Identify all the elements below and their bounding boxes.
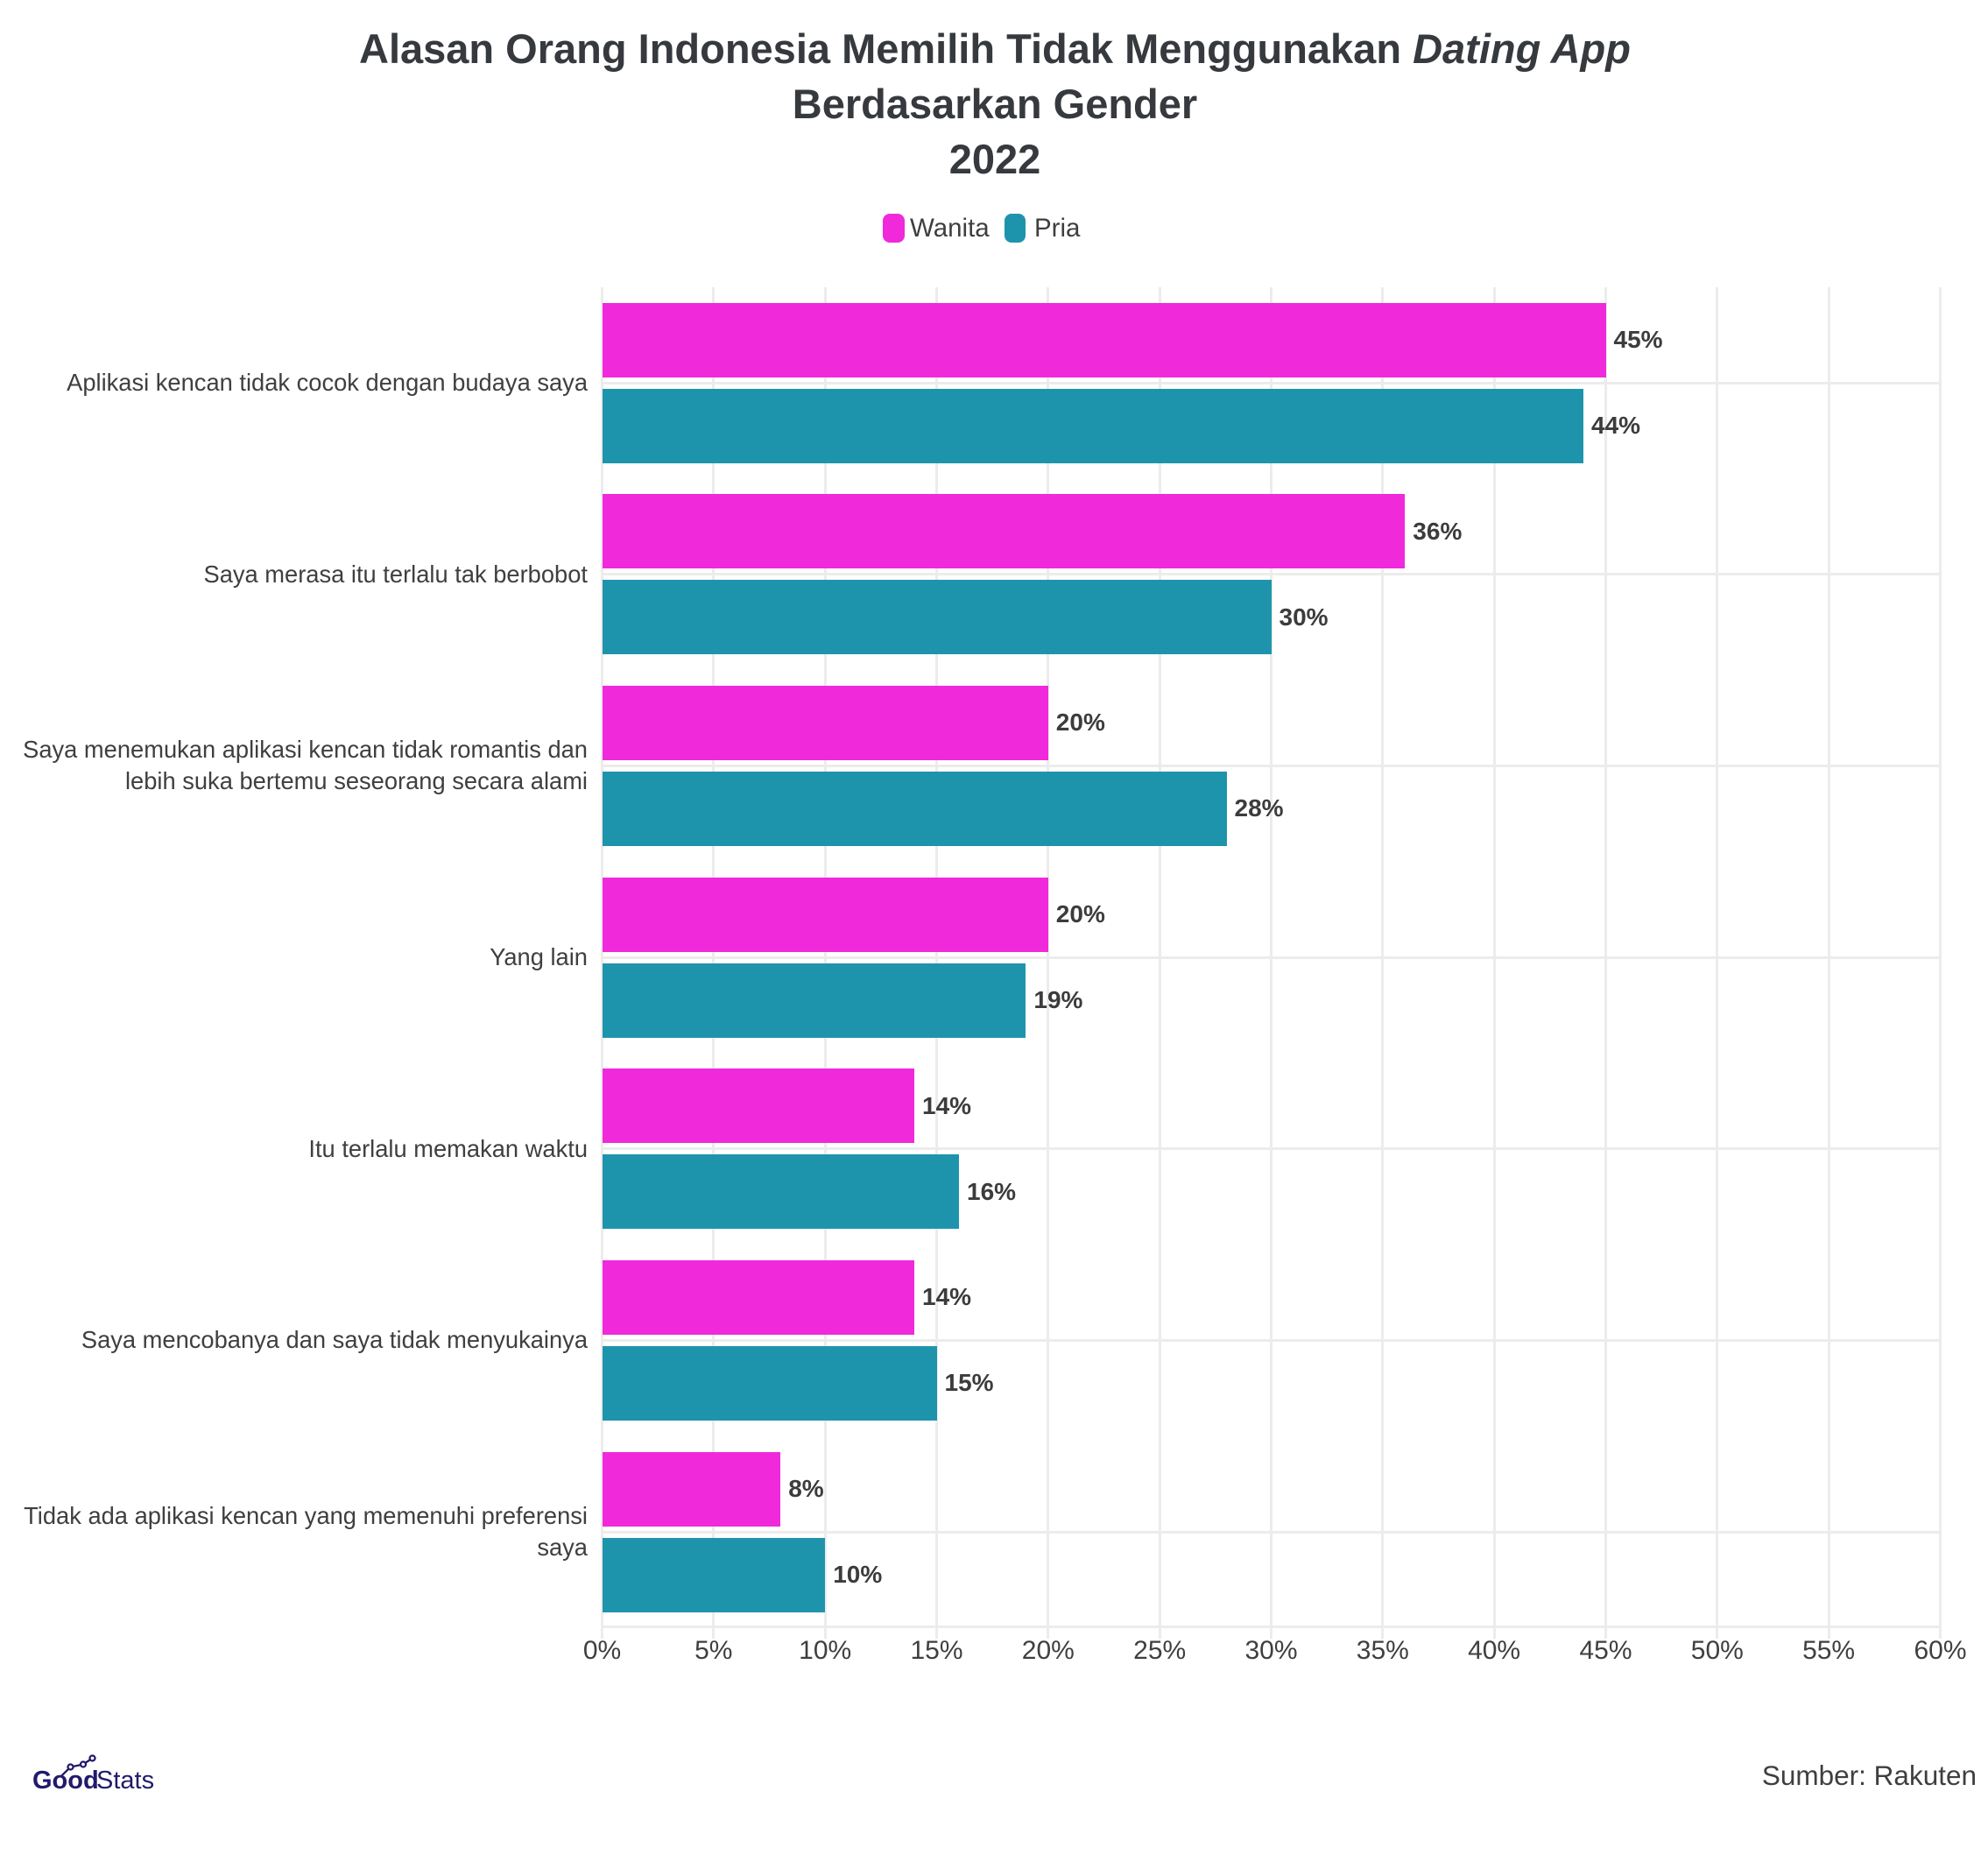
svg-text:Stats: Stats xyxy=(96,1767,154,1795)
svg-text:Good: Good xyxy=(32,1767,99,1795)
